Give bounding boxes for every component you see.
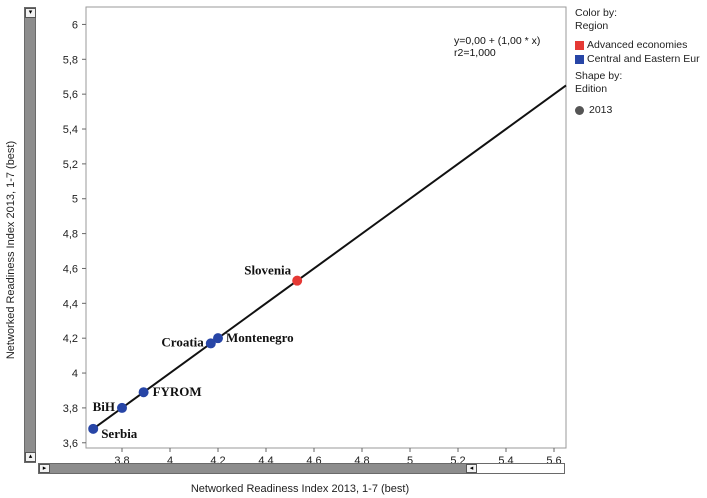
- point-label: BiH: [93, 399, 115, 414]
- legend-item-advanced[interactable]: Advanced economies: [575, 39, 707, 51]
- scroll-down-button[interactable]: ▴: [25, 452, 36, 462]
- point-label: Montenegro: [226, 330, 294, 345]
- y-tick-label: 4,4: [63, 298, 78, 310]
- trend-equation: y=0,00 + (1,00 * x): [454, 35, 540, 47]
- legend-item-cee[interactable]: Central and Eastern Eur: [575, 53, 707, 65]
- scroll-up-button[interactable]: ▾: [25, 8, 36, 18]
- horizontal-scrollbar[interactable]: ▸ ◂: [38, 463, 565, 474]
- point-label: Croatia: [161, 334, 204, 349]
- y-tick-label: 4,6: [63, 263, 78, 275]
- legend-item-2013[interactable]: 2013: [575, 104, 707, 116]
- data-point[interactable]: [205, 338, 216, 349]
- y-tick-label: 5,2: [63, 159, 78, 171]
- scroll-right-button[interactable]: ◂: [466, 464, 477, 473]
- scroll-track-white[interactable]: [476, 464, 564, 473]
- data-labels: Slovenia Montenegro Croatia FYROM BiH Serbia: [93, 263, 294, 441]
- circle-shape-icon: [575, 105, 584, 115]
- y-axis-ticks: 3,6 3,8 4 4,2 4,4 4,6 4,8 5 5,2 5,4 5,6 5,8 6: [63, 19, 86, 450]
- data-point[interactable]: [88, 423, 99, 434]
- y-tick-label: 3,8: [63, 403, 78, 415]
- y-tick-label: 4,8: [63, 229, 78, 241]
- y-tick-label: 5,8: [63, 54, 78, 66]
- y-tick-label: 3,6: [63, 438, 78, 450]
- y-tick-label: 4: [72, 368, 78, 380]
- y-tick-label: 4,2: [63, 333, 78, 345]
- trend-r2: r2=1,000: [454, 47, 496, 59]
- x-tick-label: 5: [407, 455, 413, 467]
- red-swatch-icon: [575, 40, 584, 50]
- point-label: FYROM: [153, 384, 202, 399]
- x-tick-label: 4: [167, 455, 173, 467]
- legend-label: 2013: [589, 104, 613, 116]
- vertical-scrollbar[interactable]: ▾ ▴: [24, 7, 36, 463]
- color-by-title: Color by:: [575, 7, 618, 19]
- legend-label: Central and Eastern Eur: [587, 53, 700, 65]
- trend-line: [92, 84, 567, 430]
- y-tick-label: 5,4: [63, 124, 78, 136]
- data-point[interactable]: [138, 387, 149, 398]
- point-label: Slovenia: [244, 263, 291, 278]
- point-label: Serbia: [101, 426, 138, 441]
- data-point[interactable]: [213, 333, 223, 344]
- scroll-left-button[interactable]: ▸: [39, 464, 50, 473]
- y-tick-label: 5,6: [63, 89, 78, 101]
- blue-swatch-icon: [575, 54, 584, 64]
- shape-by-field[interactable]: Edition: [575, 83, 608, 95]
- legend: Color by: Region Advanced economies Cent…: [575, 7, 707, 116]
- x-axis-title: Networked Readiness Index 2013, 1-7 (bes…: [191, 483, 409, 495]
- legend-label: Advanced economies: [587, 39, 688, 51]
- y-tick-label: 5: [72, 194, 78, 206]
- color-by-field[interactable]: Region: [575, 20, 609, 32]
- data-point[interactable]: [292, 275, 303, 286]
- data-point[interactable]: [117, 402, 127, 413]
- shape-by-title: Shape by:: [575, 70, 623, 82]
- y-axis-title: Networked Readiness Index 2013, 1-7 (bes…: [5, 141, 17, 359]
- plot-area: [85, 6, 567, 449]
- y-tick-label: 6: [72, 19, 78, 31]
- data-points: [88, 275, 303, 434]
